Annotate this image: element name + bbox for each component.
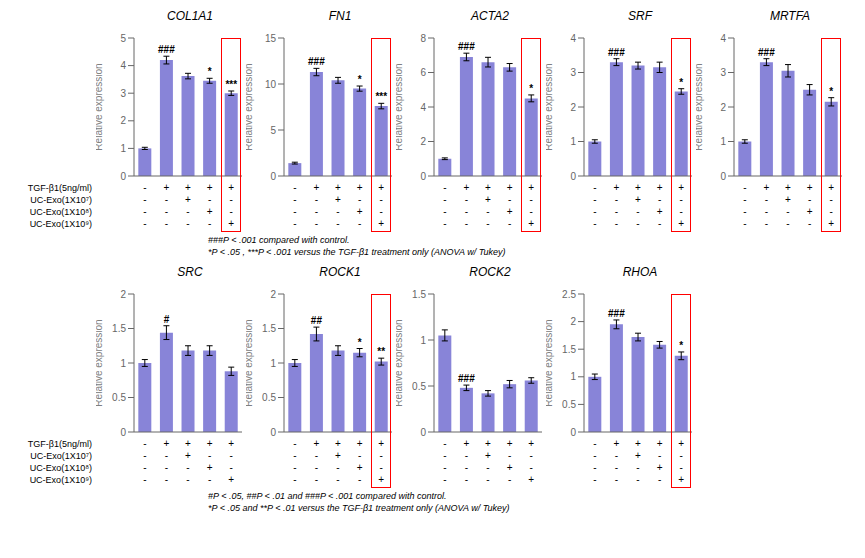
svg-text:*: * [358,337,362,348]
svg-text:0: 0 [120,427,126,438]
svg-text:1.5: 1.5 [412,289,426,300]
svg-text:##: ## [311,315,323,326]
svg-text:2: 2 [420,136,426,147]
svg-text:2: 2 [120,289,126,300]
html-text:FN1: FN1 [328,9,352,23]
svg-text:3: 3 [120,88,126,99]
svg-text:1.5: 1.5 [562,344,576,355]
svg-text:*: * [358,74,362,85]
svg-text:1: 1 [120,143,126,154]
svg-text:0.5: 0.5 [412,381,426,392]
svg-text:3: 3 [570,67,576,78]
svg-text:1: 1 [120,358,126,369]
svg-text:2: 2 [570,316,576,327]
svg-text:1.5: 1.5 [112,323,126,334]
html-text:UC-Exo(1X10⁷): UC-Exo(1X10⁷) [30,195,92,205]
svg-text:2: 2 [120,115,126,126]
svg-text:4: 4 [720,33,726,44]
svg-text:1: 1 [420,335,426,346]
svg-text:0: 0 [270,171,276,182]
html-text:SRF: SRF [628,9,652,23]
svg-text:Relative expression: Relative expression [96,319,104,406]
svg-text:Relative expression: Relative expression [246,319,254,406]
svg-text:###: ### [608,47,625,58]
html-text:COL1A1: COL1A1 [167,9,213,23]
svg-text:*: * [208,66,212,77]
svg-text:0.5: 0.5 [262,392,276,403]
svg-text:5: 5 [270,125,276,136]
svg-text:0.5: 0.5 [112,392,126,403]
svg-text:0: 0 [120,171,126,182]
svg-text:0: 0 [270,427,276,438]
html-text:MRTFA: MRTFA [769,9,811,23]
svg-text:0.5: 0.5 [562,399,576,410]
svg-text:8: 8 [420,33,426,44]
svg-text:0: 0 [570,171,576,182]
svg-text:2: 2 [270,289,276,300]
html-text:UC-Exo(1X10⁹): UC-Exo(1X10⁹) [29,475,92,485]
svg-text:Relative expression: Relative expression [396,319,404,406]
svg-text:**: ** [377,346,385,357]
html-text:UC-Exo(1X10⁸): UC-Exo(1X10⁸) [29,207,92,217]
svg-text:#: # [164,314,170,325]
svg-text:4: 4 [120,60,126,71]
html-text:#P < .05, ##P < .01 and ###P <: #P < .05, ##P < .01 and ###P < .001 comp… [208,491,447,501]
svg-text:###: ### [608,308,625,319]
svg-text:Relative expression: Relative expression [696,63,704,150]
svg-text:###: ### [758,47,775,58]
svg-text:###: ### [458,41,475,52]
svg-text:Relative expression: Relative expression [396,63,404,150]
svg-text:1: 1 [570,136,576,147]
svg-text:15: 15 [265,33,277,44]
svg-text:4: 4 [420,102,426,113]
svg-text:*: * [529,83,533,94]
svg-text:1: 1 [570,371,576,382]
svg-text:0: 0 [720,171,726,182]
svg-text:2.5: 2.5 [562,289,576,300]
html-text:ROCK2: ROCK2 [469,265,511,279]
svg-text:Relative expression: Relative expression [546,319,554,406]
html-text:*P < .05 , ***P < .001 versus: *P < .05 , ***P < .001 versus the TGF-β1… [208,247,506,257]
svg-text:*: * [679,77,683,88]
svg-text:Relative expression: Relative expression [96,63,104,150]
html-text:ACTA2: ACTA2 [471,9,509,23]
svg-text:###: ### [308,56,325,67]
svg-text:10: 10 [265,79,277,90]
svg-text:5: 5 [120,33,126,44]
html-text:TGF-β1(5ng/ml): TGF-β1(5ng/ml) [27,439,92,449]
html-text:ROCK1: ROCK1 [319,265,361,279]
svg-text:6: 6 [420,67,426,78]
svg-text:***: *** [225,79,237,90]
svg-text:0: 0 [420,427,426,438]
svg-text:4: 4 [570,33,576,44]
svg-text:1.5: 1.5 [262,323,276,334]
svg-text:0: 0 [420,171,426,182]
html-text:TGF-β1(5ng/ml): TGF-β1(5ng/ml) [27,183,92,193]
html-text:SRC: SRC [177,265,203,279]
svg-text:###: ### [158,44,175,55]
svg-text:1: 1 [720,136,726,147]
svg-text:***: *** [375,91,387,102]
html-text:###P < .001 compared with cont: ###P < .001 compared with control. [208,235,350,245]
svg-text:Relative expression: Relative expression [546,63,554,150]
html-text:*P < .05 and **P < .01 versus: *P < .05 and **P < .01 versus the TGF-β1… [208,503,510,513]
html-text:RHOA: RHOA [622,265,658,279]
html-text:UC-Exo(1X10⁸): UC-Exo(1X10⁸) [29,463,92,473]
html-text:UC-Exo(1X10⁷): UC-Exo(1X10⁷) [30,451,92,461]
html-text:UC-Exo(1X10⁹): UC-Exo(1X10⁹) [29,219,92,229]
svg-text:3: 3 [720,67,726,78]
svg-text:###: ### [458,373,475,384]
svg-text:2: 2 [720,102,726,113]
svg-text:*: * [829,86,833,97]
svg-text:Relative expression: Relative expression [246,63,254,150]
svg-text:2: 2 [570,102,576,113]
svg-text:1: 1 [270,358,276,369]
svg-text:0: 0 [570,427,576,438]
svg-text:*: * [679,340,683,351]
